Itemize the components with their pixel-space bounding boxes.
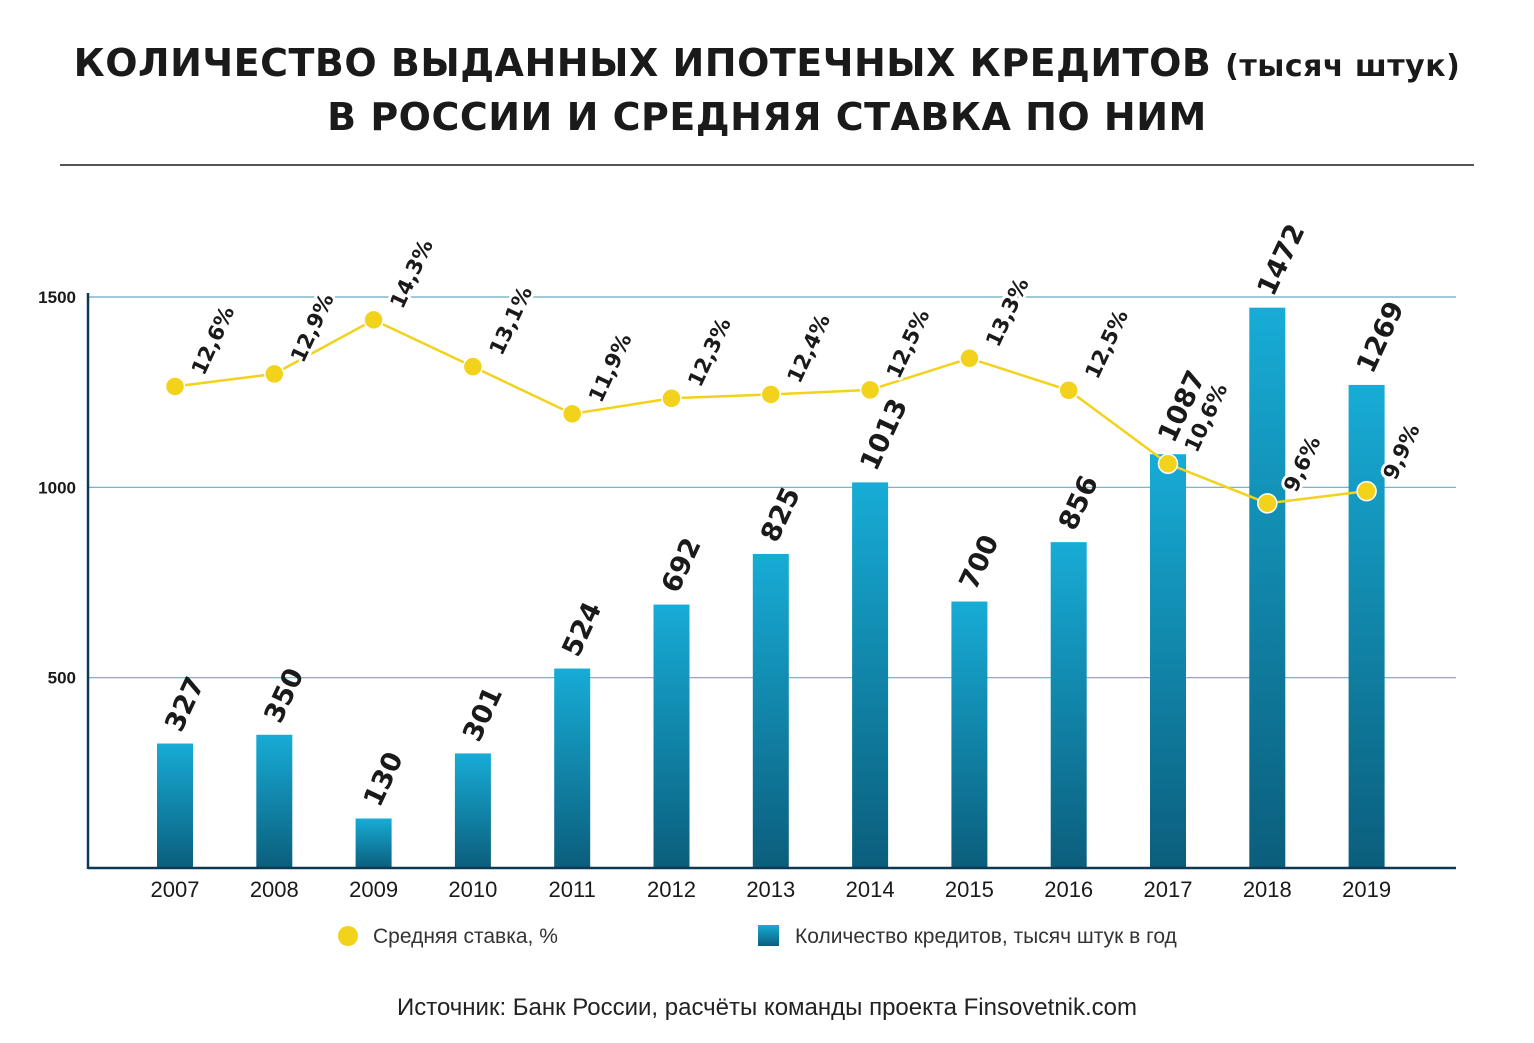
title-unit-text: (тысяч штук) [1225, 49, 1461, 84]
rate-label-2019: 9,9% [1378, 420, 1424, 483]
rate-point-2016 [1058, 380, 1079, 401]
bar-2019 [1348, 384, 1385, 868]
x-tick-label-2010: 2010 [448, 877, 497, 902]
bar-2015 [951, 601, 988, 868]
chart-title: КОЛИЧЕСТВО ВЫДАННЫХ ИПОТЕЧНЫХ КРЕДИТОВ (… [0, 38, 1534, 142]
rate-label-2016: 12,5% [1080, 306, 1133, 382]
rate-label-2007: 12,6% [187, 302, 240, 378]
x-tick-label-2013: 2013 [746, 877, 795, 902]
legend-bar-label: Количество кредитов, тысяч штук в год [795, 925, 1177, 948]
rate-label-2015: 13,3% [981, 274, 1034, 350]
source-note: Источник: Банк России, расчёты команды п… [396, 994, 1138, 1021]
rate-line-series: 12,6%12,6% 12,9%12,9%14,3%14,3%13,1%13,1%… [164, 233, 1428, 514]
x-tick-label-2011: 2011 [549, 877, 596, 902]
bar-label-2016: 856 [1053, 471, 1105, 535]
bar-2010 [454, 753, 491, 868]
rate-point-2011 [561, 403, 583, 425]
y-tick-label-1000: 1000 [38, 478, 76, 497]
rate-label-2018: 9,6% [1279, 432, 1325, 495]
x-tick-label-2017: 2017 [1144, 877, 1193, 902]
bar-2008 [256, 734, 293, 868]
rate-point-2012 [661, 388, 682, 409]
bar-label-2014: 1013 [854, 394, 914, 475]
title-divider [60, 164, 1474, 166]
rate-label-2009: 14,3% [385, 236, 438, 312]
bar-2013 [752, 553, 789, 868]
y-tick-label-500: 500 [48, 669, 76, 688]
x-tick-labels: 2007 2008 2009 2010 2011 2012 2013 2014 2015 2016… [151, 877, 1392, 902]
x-tick-label-2009: 2009 [349, 877, 398, 902]
rate-point-2008 [264, 363, 285, 385]
rate-point-2019 [1356, 480, 1377, 502]
rate-point-2014 [859, 379, 881, 401]
x-tick-label-2014: 2014 [846, 877, 895, 902]
legend-bar-marker [758, 925, 779, 946]
x-tick-label-2019: 2019 [1342, 877, 1391, 902]
bar-label-2018: 1472 [1252, 219, 1312, 300]
x-tick-label-2015: 2015 [945, 877, 994, 902]
y-tick-label-1500: 1500 [38, 288, 76, 307]
rate-label-2010: 13,1% [485, 283, 538, 359]
legend-rate-label: Средняя ставка, % [373, 925, 558, 948]
bar-2012 [653, 604, 690, 868]
bar-label-2019: 1269 [1351, 297, 1411, 378]
bar-label-2010: 301 [457, 682, 509, 746]
legend-rate-marker [338, 926, 358, 946]
bar-2009 [355, 818, 392, 868]
rate-point-2013 [760, 384, 782, 405]
bar-label-2012: 692 [656, 533, 708, 597]
x-tick-label-2007: 2007 [151, 877, 200, 902]
bar-label-2007: 327 [159, 672, 211, 736]
axes: 500 1000 1500 [38, 288, 1456, 870]
rate-point-2015 [959, 348, 980, 369]
bar-series [157, 307, 1385, 868]
rate-point-2009 [363, 309, 384, 331]
x-tick-label-2016: 2016 [1044, 877, 1093, 902]
rate-label-2014: 12,5% [882, 306, 935, 382]
bar-label-2015: 700 [954, 530, 1006, 594]
bar-2018 [1249, 307, 1286, 868]
rate-label-2013: 12,4% [783, 310, 836, 386]
bar-label-2013: 825 [755, 483, 807, 547]
rate-label-2012: 12,3% [683, 314, 736, 390]
bar-label-2008: 350 [259, 664, 311, 728]
rate-point-2017 [1157, 453, 1179, 474]
x-tick-label-2018: 2018 [1243, 877, 1292, 902]
bar-2011 [554, 668, 591, 868]
title-main-text: КОЛИЧЕСТВО ВЫДАННЫХ ИПОТЕЧНЫХ КРЕДИТОВ [73, 41, 1226, 85]
legend: Средняя ставка, % Количество кредитов, ты… [338, 925, 1177, 948]
title-line-2: В РОССИИ И СРЕДНЯЯ СТАВКА ПО НИМ [327, 95, 1207, 139]
bar-2017 [1150, 454, 1186, 868]
rate-point-2007 [164, 376, 186, 397]
bar-label-2009: 130 [358, 747, 410, 811]
rate-label-2008: 12,9% [286, 290, 339, 366]
x-tick-label-2008: 2008 [250, 877, 299, 902]
x-tick-label-2012: 2012 [647, 877, 696, 902]
bar-label-2011: 524 [556, 597, 608, 661]
rate-point-2018 [1257, 493, 1278, 514]
bar-2016 [1050, 542, 1087, 868]
rate-point-2010 [462, 356, 484, 377]
bar-2007 [157, 743, 193, 868]
bar-2014 [852, 482, 889, 868]
title-line-1: КОЛИЧЕСТВО ВЫДАННЫХ ИПОТЕЧНЫХ КРЕДИТОВ (… [0, 38, 1534, 92]
rate-label-2011: 11,9% [584, 330, 637, 406]
